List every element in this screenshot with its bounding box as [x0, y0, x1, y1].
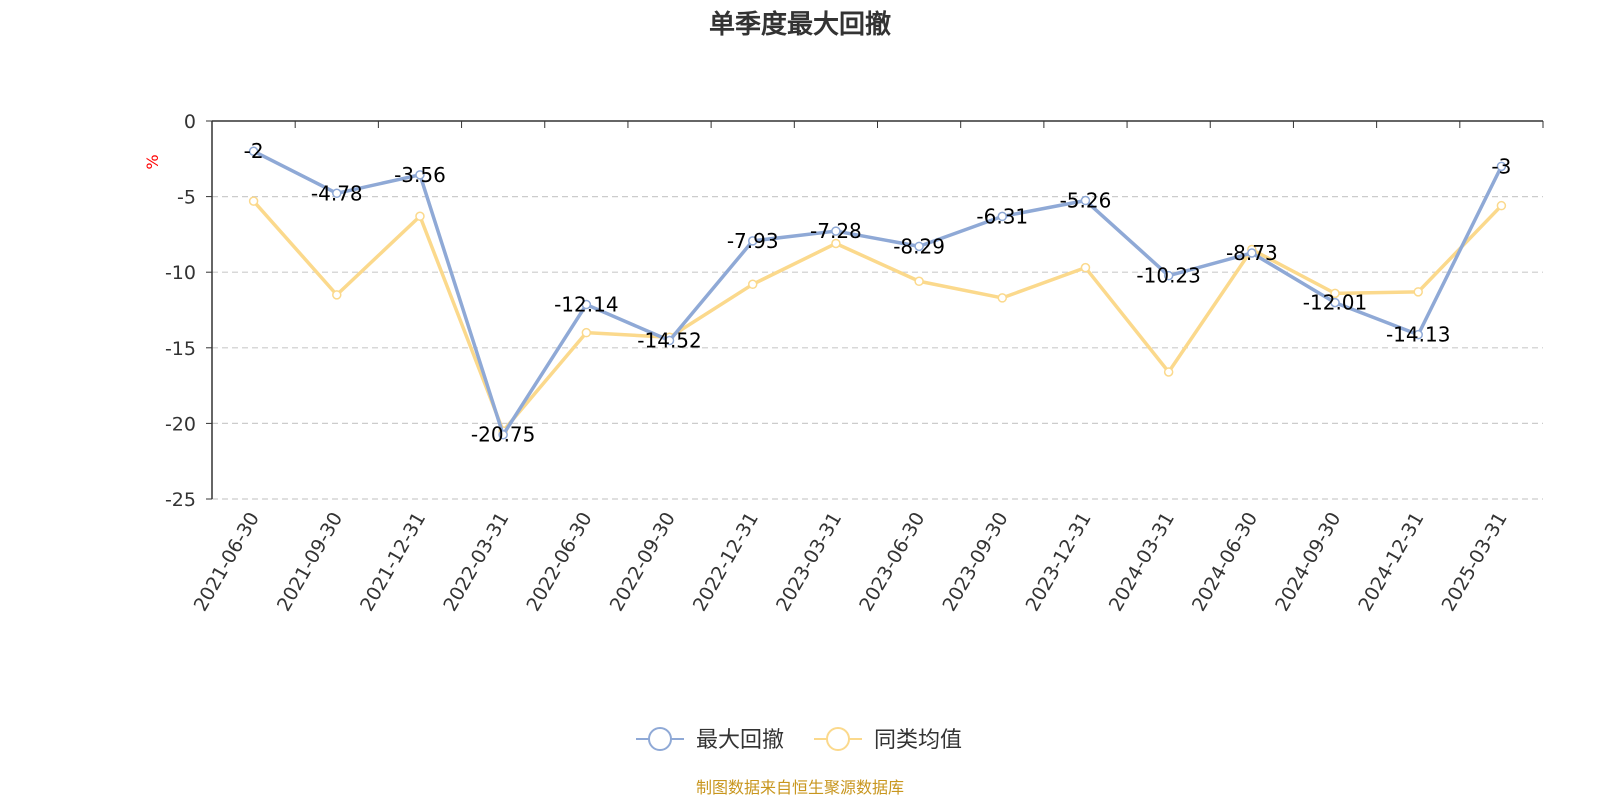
data-point	[1163, 270, 1174, 281]
legend-marker	[826, 727, 850, 751]
data-point	[1080, 195, 1091, 206]
x-tick-label: 2024-06-30	[1188, 509, 1262, 616]
series-line-max-drawdown	[252, 149, 1503, 437]
data-point	[997, 211, 1008, 222]
x-tick-label: 2021-12-31	[356, 509, 430, 616]
x-tick-label: 2022-09-30	[606, 509, 680, 616]
data-point	[1496, 161, 1507, 172]
data-label: -12.01	[1303, 291, 1367, 315]
data-point	[914, 241, 924, 252]
data-point	[248, 146, 259, 156]
data-point	[415, 211, 425, 222]
data-point	[914, 276, 924, 287]
data-point	[747, 236, 758, 246]
x-tick-label: 2023-03-31	[772, 509, 846, 616]
data-point	[581, 299, 592, 310]
data-label: -12.14	[554, 293, 618, 317]
y-tick-label: -5	[177, 187, 196, 209]
data-source-note: 制图数据来自恒生聚源数据库	[695, 778, 904, 797]
x-tick-label: 2024-12-31	[1354, 509, 1428, 616]
data-point	[498, 429, 508, 440]
data-label: -20.75	[471, 423, 535, 447]
data-point	[1413, 287, 1423, 297]
series-line-peer-average	[252, 199, 1503, 433]
data-label: -2	[244, 139, 264, 163]
data-point	[1080, 262, 1091, 273]
x-tick-label: 2023-06-30	[855, 509, 929, 616]
legend-marker	[648, 727, 672, 751]
data-point	[332, 188, 342, 199]
legend-label: 最大回撤	[696, 728, 784, 753]
x-tick-label: 2022-06-30	[522, 509, 596, 616]
data-label: -7.28	[810, 219, 862, 243]
data-label: -8.29	[893, 234, 945, 258]
data-label: -14.13	[1386, 323, 1450, 347]
data-label: -3	[1491, 154, 1511, 178]
x-tick-label: 2023-12-31	[1022, 509, 1096, 616]
data-label: -14.52	[637, 329, 701, 353]
x-tick-label: 2021-09-30	[273, 509, 347, 616]
y-tick-label: -10	[165, 262, 196, 284]
data-point	[1247, 248, 1257, 258]
data-point	[1163, 367, 1174, 377]
x-tick-label: 2022-03-31	[439, 509, 513, 616]
data-point	[332, 290, 342, 300]
data-label: -5.26	[1060, 189, 1112, 213]
data-point	[1330, 297, 1340, 308]
data-point	[248, 196, 259, 206]
data-point	[415, 170, 425, 180]
x-tick-label: 2021-06-30	[190, 509, 264, 616]
x-tick-label: 2025-03-31	[1437, 509, 1511, 616]
x-tick-label: 2022-12-31	[689, 509, 763, 616]
y-tick-label: 0	[184, 111, 196, 133]
y-axis-unit: %	[143, 154, 162, 169]
data-label: -7.93	[727, 229, 779, 253]
chart-title: 单季度最大回撤	[708, 10, 891, 40]
x-tick-label: 2023-09-30	[938, 509, 1012, 616]
data-label: -6.31	[976, 204, 1028, 228]
data-point	[1496, 200, 1507, 211]
data-label: -3.56	[394, 163, 446, 187]
legend-label: 同类均值	[874, 728, 962, 753]
y-tick-label: -25	[165, 489, 196, 511]
data-point	[831, 226, 841, 236]
data-point	[664, 335, 675, 346]
data-point	[581, 327, 592, 338]
data-point	[1413, 329, 1423, 340]
y-tick-label: -15	[165, 338, 196, 360]
data-point	[831, 238, 841, 249]
y-tick-label: -20	[165, 413, 196, 435]
x-tick-label: 2024-03-31	[1105, 509, 1179, 616]
data-point	[1330, 288, 1340, 299]
data-point	[997, 293, 1008, 303]
data-point	[747, 279, 758, 290]
data-label: -8.73	[1226, 241, 1278, 265]
data-label: -4.78	[311, 181, 363, 205]
x-tick-label: 2024-09-30	[1271, 509, 1345, 616]
data-label: -10.23	[1136, 264, 1200, 288]
